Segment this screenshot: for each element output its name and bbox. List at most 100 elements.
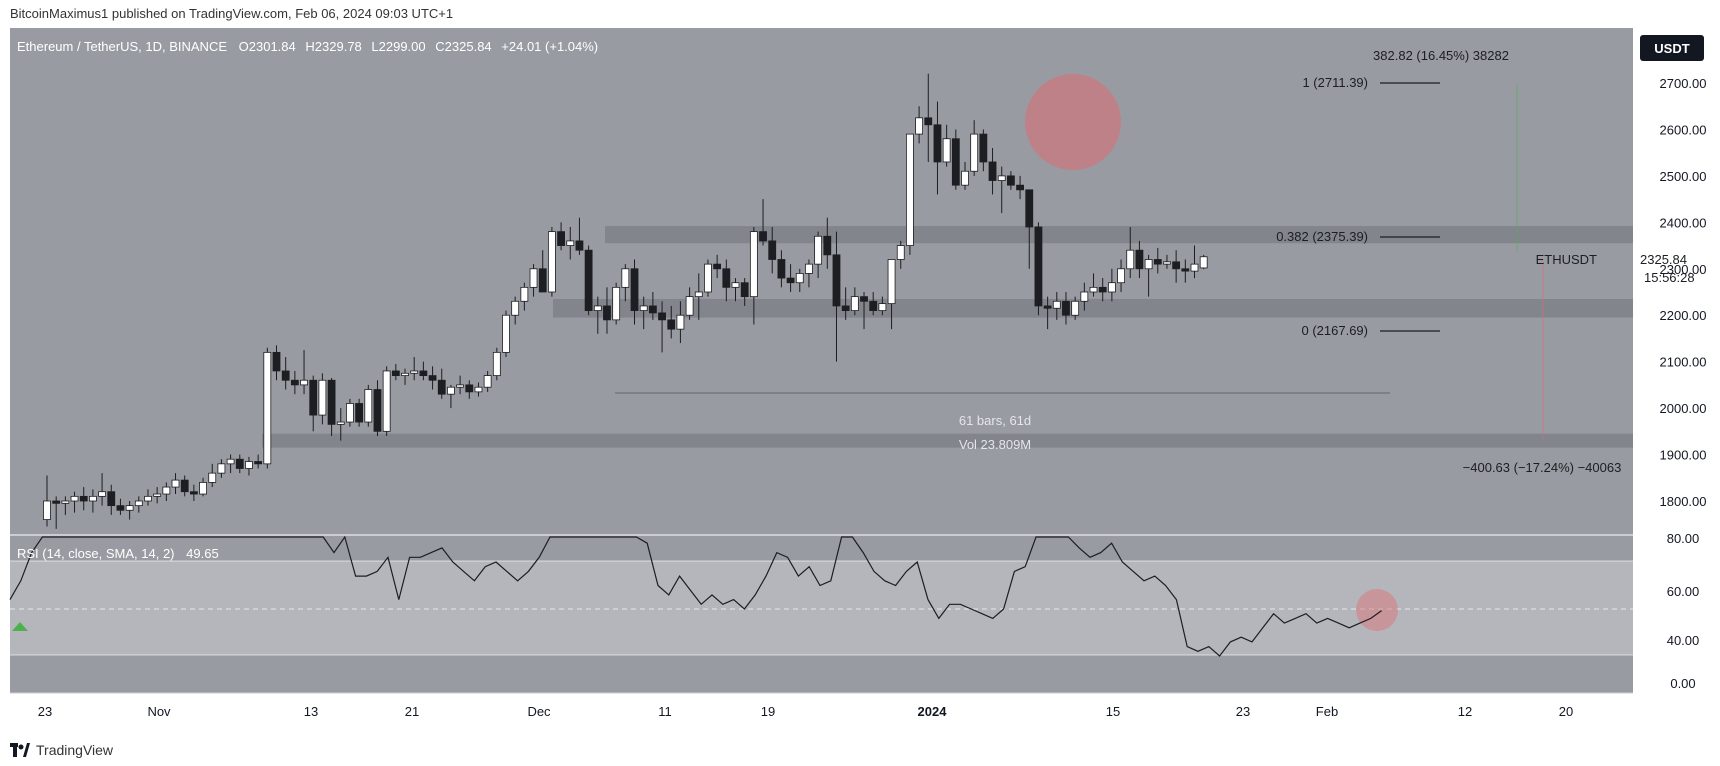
time-axis[interactable] [10,693,1633,724]
fib-0-label: 0 (2167.69) [1302,323,1369,338]
candle-body-up [694,291,703,298]
open-value: 2301.84 [249,39,296,54]
open-label: O [239,39,249,54]
candle [162,482,171,501]
candle-body-down [603,305,611,321]
candle [309,375,318,432]
candle-body-down [1153,259,1162,265]
candle-body-up [1052,300,1061,309]
candle [1007,171,1015,190]
candle-body-down [933,124,942,163]
rsi-highlight-circle [1356,589,1398,631]
last-price-tag: 2325.84 [1640,252,1687,267]
candle [447,384,455,409]
time-tick-label: Feb [1316,704,1338,719]
candle [869,292,878,316]
candle [1025,189,1034,269]
candle [961,161,969,190]
candle [189,484,198,501]
price-tick-label: 2400.00 [1660,215,1707,230]
candle [566,226,575,260]
candle [465,380,474,399]
candle-body-up [89,495,97,502]
candle [777,250,786,288]
candle [704,259,712,297]
svg-text:Ethereum / TetherUS, 1D, BINAN: Ethereum / TetherUS, 1D, BINANCE O2301.8… [17,39,598,54]
candle [1135,240,1144,279]
countdown-tag: 15:56:28 [1644,270,1695,285]
candle-body-up [566,240,575,246]
candle [1043,296,1052,330]
candle [199,477,207,497]
candle [116,498,125,515]
candle [107,484,116,515]
candle-body-up [300,379,308,386]
candle-body-up [997,175,1006,181]
price-tick-label: 2700.00 [1660,76,1707,91]
low-value: 2299.00 [379,39,426,54]
candle [180,475,189,497]
candle [740,278,749,306]
candle [593,296,602,334]
time-tick-label: Dec [527,704,551,719]
rsi-tick-label: 40.00 [1667,633,1700,648]
candle-body-up [43,500,51,520]
candle-body-down [1062,300,1070,316]
candle [235,454,244,474]
candle-body-down [419,370,428,377]
currency-badge[interactable] [1640,35,1704,61]
time-tick-label: 23 [38,704,52,719]
candle [318,373,327,425]
candle [979,129,988,172]
time-tick-label: 21 [405,704,419,719]
fib-1-label: 1 (2711.39) [1302,75,1368,90]
candle [1181,259,1190,283]
candle-body-up [502,314,510,353]
candle-body-down [575,240,584,251]
candle-body-up [336,421,345,425]
measure-down-label: −400.63 (−17.24%) −40063 [1463,460,1622,475]
candle [217,459,226,478]
candle-body-down [658,312,666,321]
candle [1163,254,1171,269]
candle [667,305,676,339]
candle [915,106,923,144]
candle-body-down [180,479,189,493]
candle [970,120,979,176]
candle-body-down [1098,286,1107,293]
candle [887,259,896,330]
candle [254,454,263,469]
candle-body-up [447,386,455,395]
top-highlight-circle [1025,74,1121,170]
candle-body-up [942,138,951,163]
symbol-tag: ETHUSDT [1536,252,1597,267]
price-axis[interactable] [1633,28,1720,693]
candle-body-up [245,461,253,469]
candle-body-down [951,138,960,186]
candle-body-up [153,493,162,497]
candle-body-down [740,282,749,298]
candle [878,296,887,316]
candle-body-down [52,500,61,504]
time-tick-label: 13 [304,704,318,719]
candle [906,133,914,255]
candle [850,287,859,316]
candle-body-up [1190,263,1199,272]
candle-body-up [1080,291,1089,302]
candle [336,408,345,441]
rsi-band [10,561,1633,655]
price-axis-ticks: 1800.00 1900.00 2000.00 2100.00 2200.00 2300.… [1660,76,1707,509]
candle [639,296,648,330]
candle-body-up [639,305,648,311]
chart-canvas[interactable]: 1 (2711.39) 0.382 (2375.39) 0 (2167.69) … [0,0,1720,740]
time-tick-label: 2024 [918,704,948,719]
price-tick-label: 2600.00 [1660,122,1707,137]
candle-body-down [189,491,198,495]
support-zone [262,433,1633,448]
candle [52,496,61,529]
candle-body-down [465,384,474,393]
candle-body-up [621,268,630,288]
close-value: 2325.84 [445,39,492,54]
candle [1098,278,1107,302]
candle [548,226,556,297]
